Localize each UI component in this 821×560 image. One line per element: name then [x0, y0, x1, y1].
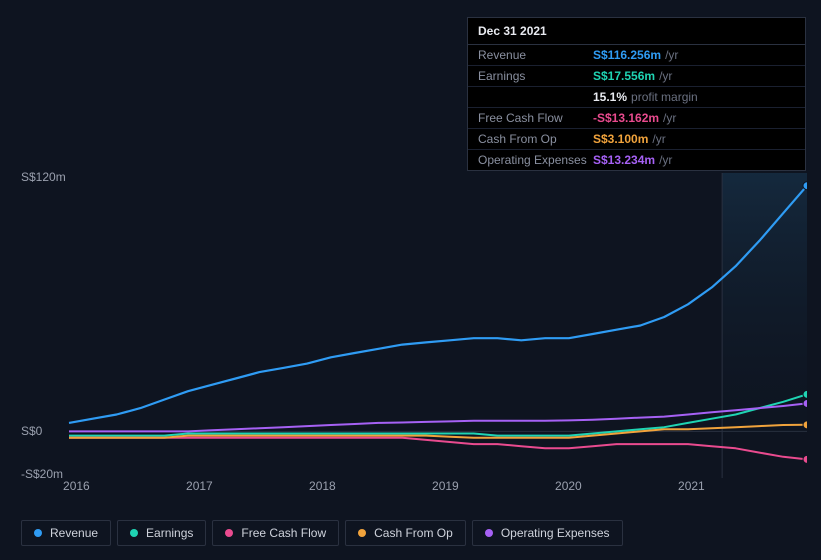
x-axis-label: 2021 [678, 479, 705, 493]
series-line [69, 438, 807, 460]
tooltip-row: Cash From OpS$3.100m/yr [468, 129, 805, 150]
series-end-marker [803, 390, 807, 398]
tooltip-label [478, 90, 593, 104]
tooltip-unit: /yr [663, 111, 676, 125]
legend-label: Earnings [146, 526, 193, 540]
tooltip-row: EarningsS$17.556m/yr [468, 66, 805, 87]
tooltip-unit: /yr [659, 153, 672, 167]
chart-tooltip: Dec 31 2021 RevenueS$116.256m/yrEarnings… [467, 17, 806, 171]
legend-label: Revenue [50, 526, 98, 540]
legend-item[interactable]: Earnings [117, 520, 206, 546]
tooltip-unit: /yr [659, 69, 672, 83]
y-axis-label: S$120m [21, 170, 66, 184]
legend-item[interactable]: Operating Expenses [472, 520, 623, 546]
tooltip-label: Free Cash Flow [478, 111, 593, 125]
tooltip-date: Dec 31 2021 [468, 18, 805, 45]
tooltip-value: S$3.100m [593, 132, 648, 146]
legend-dot-icon [485, 529, 493, 537]
tooltip-unit: /yr [665, 48, 678, 62]
tooltip-value: S$13.234m [593, 153, 655, 167]
tooltip-unit: profit margin [631, 90, 698, 104]
tooltip-label: Revenue [478, 48, 593, 62]
legend-dot-icon [225, 529, 233, 537]
tooltip-label: Operating Expenses [478, 153, 593, 167]
tooltip-label: Cash From Op [478, 132, 593, 146]
series-line [69, 403, 807, 431]
tooltip-row: 15.1% profit margin [468, 87, 805, 108]
legend-item[interactable]: Free Cash Flow [212, 520, 339, 546]
chart: 201620172018201920202021 [21, 173, 807, 478]
series-end-marker [803, 182, 807, 190]
y-axis-label: S$0 [21, 424, 42, 438]
tooltip-row: RevenueS$116.256m/yr [468, 45, 805, 66]
x-axis-label: 2020 [555, 479, 582, 493]
tooltip-unit: /yr [652, 132, 665, 146]
highlight-band [722, 173, 807, 478]
series-end-marker [803, 421, 807, 429]
tooltip-value: -S$13.162m [593, 111, 659, 125]
tooltip-row: Operating ExpensesS$13.234m/yr [468, 150, 805, 170]
series-line [69, 186, 807, 423]
legend-item[interactable]: Revenue [21, 520, 111, 546]
tooltip-row: Free Cash Flow-S$13.162m/yr [468, 108, 805, 129]
legend-label: Cash From Op [374, 526, 453, 540]
x-axis-label: 2016 [63, 479, 90, 493]
series-end-marker [803, 399, 807, 407]
legend-label: Operating Expenses [501, 526, 610, 540]
y-axis-label: -S$20m [21, 467, 63, 481]
chart-svg: 2016 2017 2018 2019 2020 2021 [21, 173, 807, 513]
tooltip-label: Earnings [478, 69, 593, 83]
series-end-marker [803, 455, 807, 463]
legend-label: Free Cash Flow [241, 526, 326, 540]
legend-dot-icon [358, 529, 366, 537]
legend-item[interactable]: Cash From Op [345, 520, 466, 546]
tooltip-value: 15.1% [593, 90, 627, 104]
legend-dot-icon [130, 529, 138, 537]
tooltip-value: S$116.256m [593, 48, 661, 62]
chart-legend: Revenue Earnings Free Cash Flow Cash From O… [21, 520, 623, 546]
tooltip-value: S$17.556m [593, 69, 655, 83]
x-axis-label: 2017 [186, 479, 213, 493]
x-axis-label: 2018 [309, 479, 336, 493]
legend-dot-icon [34, 529, 42, 537]
x-axis-label: 2019 [432, 479, 459, 493]
